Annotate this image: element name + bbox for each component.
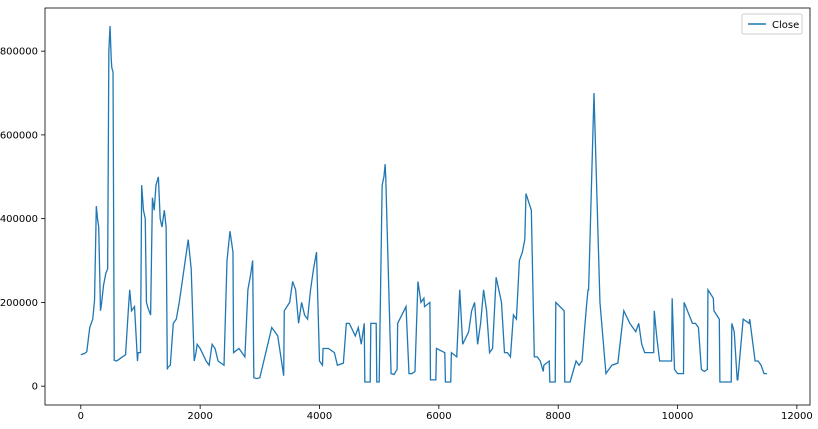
y-tick-label: 600000: [0, 130, 38, 141]
x-tick-label: 2000: [187, 411, 212, 422]
x-tick-label: 12000: [781, 411, 813, 422]
x-tick-label: 6000: [426, 411, 451, 422]
x-tick-label: 8000: [545, 411, 570, 422]
y-tick-label: 800000: [0, 47, 38, 58]
y-tick-label: 0: [32, 382, 38, 393]
y-tick-label: 400000: [0, 214, 38, 225]
x-tick-label: 10000: [662, 411, 694, 422]
y-tick-label: 200000: [0, 298, 38, 309]
legend-label: Close: [772, 20, 799, 31]
line-series: [80, 25, 768, 383]
x-tick-label: 0: [78, 411, 84, 422]
legend-box: [741, 13, 803, 35]
x-tick-label: 4000: [307, 411, 332, 422]
plot-frame: [44, 7, 811, 406]
